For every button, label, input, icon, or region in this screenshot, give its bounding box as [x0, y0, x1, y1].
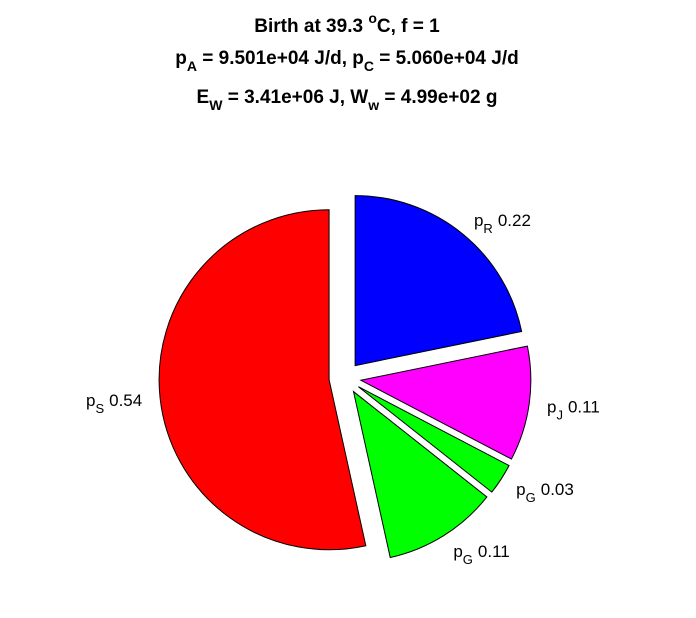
pie-slice: [354, 195, 523, 367]
label-symbol: p: [453, 542, 462, 561]
title-text: = 5.060e+04 J/d: [374, 48, 519, 69]
chart-title: pA = 9.501e+04 J/d, pC = 5.060e+04 J/d: [175, 48, 518, 74]
title-text: = 9.501e+04 J/d, p: [197, 48, 364, 69]
label-value: 0.11: [478, 542, 510, 561]
slice-label: pG 0.11: [453, 542, 509, 567]
label-symbol: p: [547, 397, 556, 416]
slice-label: pG 0.03: [516, 480, 574, 505]
label-value: 0.22: [498, 211, 531, 230]
title-text: C, f = 1: [377, 16, 440, 37]
title-subscript: A: [187, 58, 197, 74]
title-text: E: [197, 87, 210, 108]
title-text: Birth at 39.3: [254, 16, 368, 37]
pie-slice: [359, 345, 532, 460]
label-value: 0.54: [109, 391, 142, 410]
label-symbol: p: [86, 391, 95, 410]
title-text: = 4.99e+02 g: [379, 87, 497, 108]
pie-slice: [158, 209, 367, 551]
title-superscript: o: [368, 10, 377, 26]
label-symbol: p: [516, 480, 525, 499]
slice-label: pS 0.54: [86, 391, 142, 416]
slice-label: pJ 0.11: [547, 397, 600, 422]
title-subscript: W: [209, 97, 223, 113]
label-subscript: R: [483, 221, 492, 236]
pie-slice: [352, 390, 488, 559]
label-subscript: J: [556, 407, 563, 422]
label-value: 0.11: [568, 397, 600, 416]
label-symbol: p: [474, 211, 483, 230]
title-subscript: C: [364, 58, 374, 74]
label-subscript: G: [526, 490, 536, 505]
chart-title: EW = 3.41e+06 J, Ww = 4.99e+02 g: [197, 87, 498, 113]
pie-slice: [358, 386, 510, 493]
label-subscript: G: [463, 552, 473, 567]
slice-label: pR 0.22: [474, 211, 531, 236]
title-text: = 3.41e+06 J, W: [222, 87, 368, 108]
label-subscript: S: [95, 401, 104, 416]
chart-title: Birth at 39.3 oC, f = 1: [254, 10, 440, 37]
title-text: p: [175, 48, 187, 69]
label-value: 0.03: [541, 480, 574, 499]
title-subscript: w: [367, 97, 379, 113]
